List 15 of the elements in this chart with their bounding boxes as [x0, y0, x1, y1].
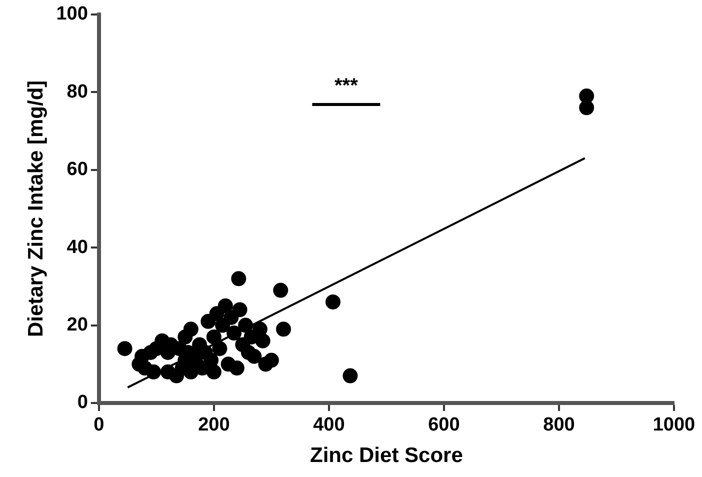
x-tick-label: 0	[94, 414, 104, 436]
y-tick-label: 0	[77, 392, 88, 414]
annotation: ***	[334, 74, 358, 97]
y-tick-label: 20	[66, 314, 88, 336]
x-tick-label: 1000	[652, 414, 696, 436]
x-tick-label: 800	[543, 414, 575, 436]
x-tick-label: 200	[198, 414, 230, 436]
y-tick-label: 40	[66, 236, 88, 258]
x-tick-label: 600	[428, 414, 460, 436]
y-tick-label: 100	[56, 4, 88, 25]
x-axis-title: Zinc Diet Score	[310, 444, 463, 468]
x-tick-label: 400	[313, 414, 345, 436]
y-axis-title: Dietary Zinc Intake [mg/d]	[24, 80, 48, 338]
y-tick-label: 80	[66, 81, 88, 102]
y-tick-label: 60	[66, 159, 88, 180]
